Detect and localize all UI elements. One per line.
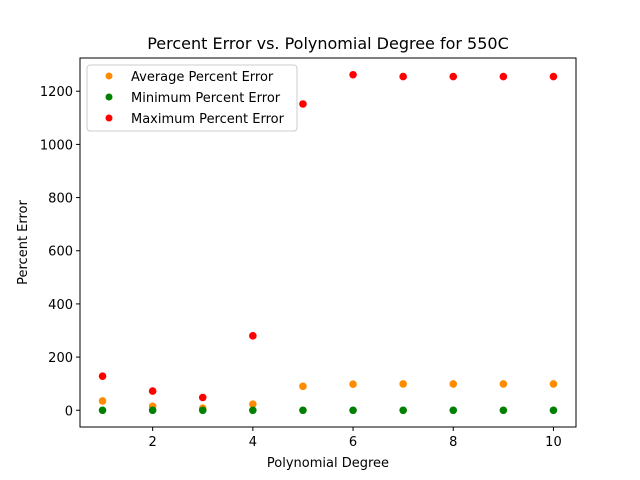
x-tick-label: 4	[249, 435, 257, 450]
data-point-average	[98, 397, 107, 405]
data-point-average	[449, 380, 458, 388]
y-tick-label: 1200	[40, 85, 73, 100]
data-point-maximum	[148, 387, 157, 395]
data-point-minimum	[349, 406, 357, 415]
y-tick-label: 1000	[40, 138, 73, 153]
data-point-minimum	[249, 406, 257, 415]
legend: Average Percent Error Minimum Percent Er…	[86, 64, 298, 132]
data-point-maximum	[349, 70, 357, 79]
data-point-average	[499, 380, 508, 388]
x-tick-label: 10	[545, 435, 562, 450]
data-point-minimum	[399, 406, 407, 415]
data-point-minimum	[449, 406, 458, 415]
data-point-average	[549, 380, 558, 388]
data-point-maximum	[499, 72, 508, 81]
axis-ticks: 2 4 6 8 10 0 200 400 600 800 1000 1200	[40, 85, 562, 450]
x-tick-label: 8	[449, 435, 457, 450]
data-point-minimum	[549, 406, 558, 415]
data-point-minimum	[299, 406, 307, 415]
legend-label-average: Average Percent Error	[131, 70, 274, 85]
legend-label-maximum: Maximum Percent Error	[131, 112, 285, 127]
data-point-minimum	[198, 406, 207, 415]
legend-marker-average	[105, 72, 113, 80]
y-tick-label: 0	[65, 404, 73, 419]
data-point-maximum	[549, 72, 558, 81]
x-axis-label: Polynomial Degree	[267, 456, 389, 471]
data-point-maximum	[299, 100, 307, 108]
data-point-minimum	[148, 406, 157, 415]
chart-title: Percent Error vs. Polynomial Degree for …	[147, 34, 509, 53]
data-point-maximum	[449, 72, 458, 81]
legend-box	[86, 64, 298, 132]
data-point-maximum	[399, 72, 407, 81]
legend-marker-maximum	[105, 114, 113, 122]
y-tick-label: 600	[48, 245, 73, 260]
data-point-minimum	[98, 406, 107, 415]
data-point-maximum	[98, 372, 107, 381]
data-point-average	[299, 382, 307, 391]
data-point-maximum	[249, 332, 257, 340]
y-tick-label: 800	[48, 192, 73, 207]
y-axis-label: Percent Error	[16, 199, 31, 284]
data-point-average	[249, 400, 257, 408]
x-tick-label: 6	[349, 435, 357, 450]
data-point-average	[349, 380, 357, 388]
y-tick-label: 200	[48, 351, 73, 366]
x-tick-label: 2	[149, 435, 157, 450]
data-point-minimum	[499, 406, 508, 415]
data-points	[98, 70, 558, 415]
y-tick-label: 400	[48, 298, 73, 313]
data-point-average	[399, 380, 407, 388]
legend-marker-minimum	[105, 93, 113, 101]
data-point-maximum	[198, 393, 207, 402]
plot-area-frame	[79, 57, 577, 428]
legend-label-minimum: Minimum Percent Error	[131, 91, 281, 106]
